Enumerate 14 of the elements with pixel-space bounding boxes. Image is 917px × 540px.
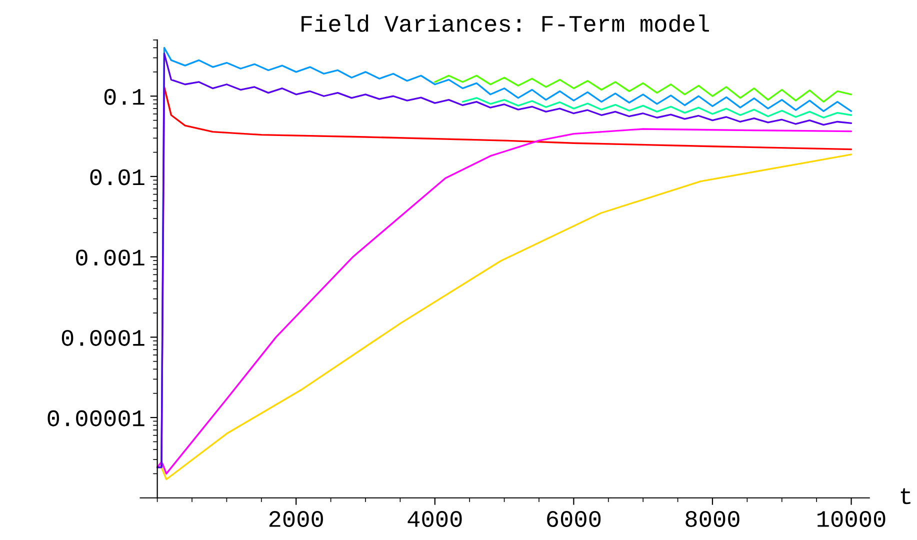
line-series (434, 74, 852, 103)
chart-title: Field Variances: F-Term model (302, 14, 709, 32)
y-tick-label: 0.1 (104, 88, 144, 105)
x-tick-label: 10000 (818, 511, 886, 528)
line-series (462, 97, 852, 118)
x-tick-label: 2000 (269, 511, 323, 528)
x-axis-title: t (900, 488, 910, 504)
y-tick-label: 0.01 (90, 169, 144, 186)
y-tick-label: 0.00001 (48, 410, 144, 426)
y-tick-label: 0.0001 (62, 330, 144, 346)
x-tick-label: 6000 (547, 511, 601, 528)
x-tick-label: 4000 (408, 511, 462, 528)
y-tick-label: 0.001 (76, 250, 144, 266)
x-tick-label: 8000 (686, 511, 740, 528)
